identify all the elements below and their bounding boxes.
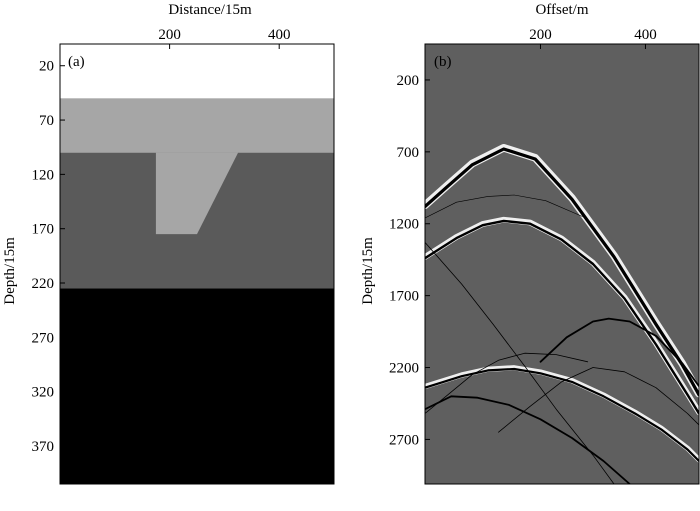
y-tick-label: 2200 (389, 361, 419, 377)
y-tick-label: 2700 (389, 432, 419, 448)
reflection-event (425, 242, 615, 484)
model-intrusion (155, 152, 239, 235)
x-tick-label: 200 (158, 27, 181, 43)
panel-b: Offset/m 200 400 200 700 1200 1700 2200 2700 (… (360, 2, 700, 485)
panel-a: Distance/15m 200 400 20 70 120 170 220 270 320 3… (2, 2, 335, 485)
x-tick-label: 200 (529, 27, 552, 43)
reflection-event (425, 219, 699, 415)
panel-b-xlabel: Offset/m (535, 2, 588, 18)
y-tick-label: 370 (32, 439, 55, 455)
y-tick-label: 170 (32, 222, 55, 238)
panel-a-ylabel: Depth/15m (2, 237, 18, 305)
model-layer (60, 98, 334, 153)
gather-background (425, 44, 699, 484)
y-tick-label: 120 (32, 167, 55, 183)
y-tick-label: 220 (32, 276, 55, 292)
y-tick-label: 200 (397, 73, 420, 89)
reflection-event (425, 352, 589, 414)
panel-a-xticks: 200 400 (158, 27, 290, 49)
panel-a-plot (60, 44, 334, 484)
panel-b-yticks: 200 700 1200 1700 2200 2700 (389, 73, 430, 448)
reflection-event (425, 194, 583, 219)
y-tick-label: 20 (39, 59, 54, 75)
model-layer (60, 288, 334, 484)
panel-b-plot (425, 44, 699, 484)
y-tick-label: 320 (32, 385, 55, 401)
y-tick-label: 1700 (389, 289, 419, 305)
y-tick-label: 700 (397, 145, 420, 161)
reflection-event (425, 395, 631, 484)
panel-b-ylabel: Depth/15m (360, 237, 376, 305)
panel-b-label: (b) (434, 54, 452, 70)
y-tick-label: 1200 (389, 217, 419, 233)
x-tick-label: 400 (634, 27, 657, 43)
panel-a-xlabel: Distance/15m (168, 2, 252, 18)
y-tick-label: 270 (32, 330, 55, 346)
x-tick-label: 400 (268, 27, 291, 43)
panel-a-label: (a) (68, 54, 85, 70)
y-tick-label: 70 (39, 113, 54, 129)
reflection-event (498, 367, 699, 433)
reflection-event (425, 147, 699, 397)
panel-a-yticks: 20 70 120 170 220 270 320 370 (32, 59, 65, 455)
model-layer (60, 44, 334, 99)
reflection-event (539, 317, 699, 388)
panel-a-frame (59, 43, 335, 485)
panel-b-xticks: 200 400 (529, 27, 657, 49)
reflection-event (425, 367, 699, 463)
panel-b-frame (424, 43, 700, 485)
